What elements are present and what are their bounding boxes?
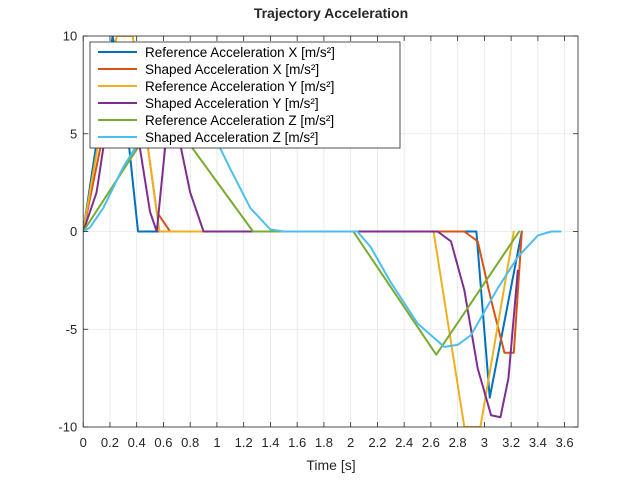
legend-box	[89, 41, 401, 149]
chart-title: Trajectory Acceleration	[254, 5, 408, 21]
x-tick-label: 0.6	[154, 435, 172, 450]
legend-label-0: Reference Acceleration X [m/s²]	[145, 45, 335, 60]
y-tick-label: -5	[66, 322, 78, 337]
x-tick-label: 1.2	[235, 435, 253, 450]
legend-label-1: Shaped Acceleration X [m/s²]	[145, 62, 319, 77]
legend-label-4: Reference Acceleration Z [m/s²]	[145, 113, 334, 128]
x-tick-label: 3.2	[502, 435, 520, 450]
x-tick-label: 3.6	[556, 435, 574, 450]
x-tick-label: 2.4	[395, 435, 413, 450]
y-tick-label: 0	[70, 224, 77, 239]
y-tick-labels: -10 -5 0 5 10	[58, 29, 77, 435]
x-tick-label: 1.4	[261, 435, 279, 450]
legend-label-5: Shaped Acceleration Z [m/s²]	[145, 130, 318, 145]
x-axis-label: Time [s]	[306, 457, 355, 473]
y-tick-label: 5	[70, 126, 77, 141]
x-tick-label: 0	[80, 435, 87, 450]
x-tick-label: 0.4	[128, 435, 146, 450]
tick-marks	[82, 35, 578, 428]
x-tick-label: 0.2	[101, 435, 119, 450]
y-tick-label: 10	[63, 29, 77, 44]
x-tick-label: 3	[481, 435, 488, 450]
x-tick-label: 2.8	[449, 435, 467, 450]
y-tick-label: -10	[58, 420, 77, 435]
legend: Reference Acceleration X [m/s²] Shaped Ac…	[89, 41, 401, 149]
x-tick-labels: 0 0.2 0.4 0.6 0.8 1 1.2 1.4 1.6 1.8 2 2.2 2.4 2.6 2.8 3…	[80, 435, 574, 450]
x-tick-label: 1	[213, 435, 220, 450]
legend-label-2: Reference Acceleration Y [m/s²]	[145, 79, 334, 94]
x-tick-label: 0.8	[181, 435, 199, 450]
legend-label-3: Shaped Acceleration Y [m/s²]	[145, 96, 319, 111]
x-tick-label: 1.8	[315, 435, 333, 450]
x-tick-label: 1.6	[288, 435, 306, 450]
x-tick-label: 2.6	[422, 435, 440, 450]
x-tick-label: 3.4	[529, 435, 547, 450]
x-tick-label: 2.2	[368, 435, 386, 450]
x-tick-label: 2	[347, 435, 354, 450]
